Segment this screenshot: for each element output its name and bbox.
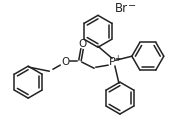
Text: −: − bbox=[128, 1, 136, 11]
Text: O: O bbox=[78, 39, 86, 49]
Text: +: + bbox=[114, 54, 121, 63]
Text: O: O bbox=[61, 57, 69, 67]
Text: Br: Br bbox=[115, 2, 128, 15]
Text: P: P bbox=[108, 57, 115, 67]
